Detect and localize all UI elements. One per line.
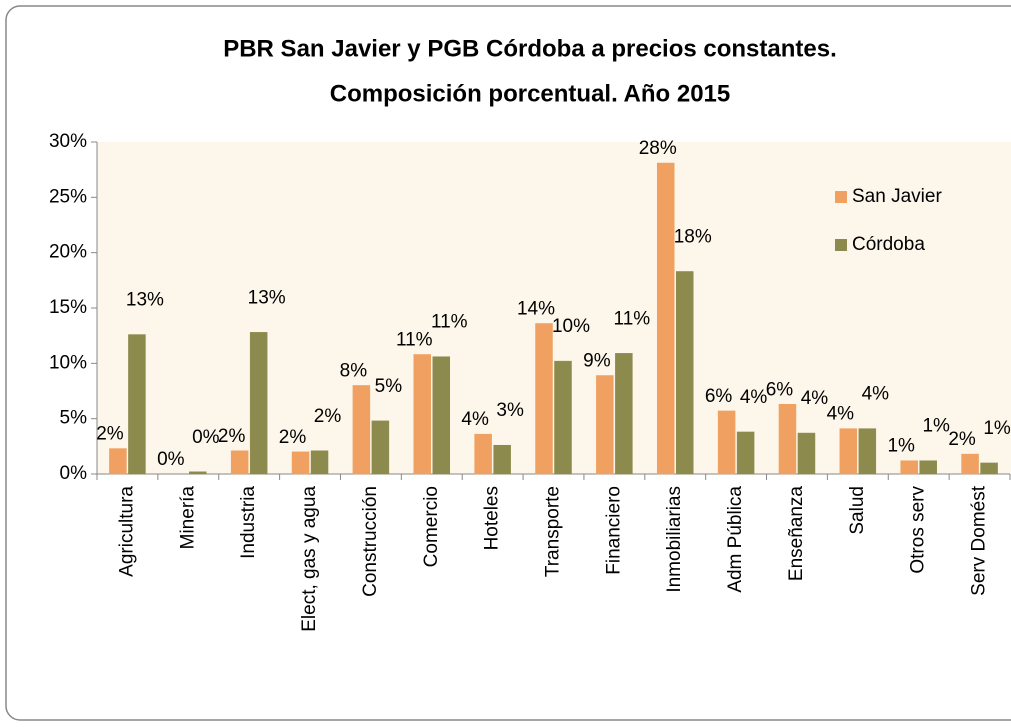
x-tick-label: Industria	[238, 486, 259, 559]
y-tick-label: 30%	[49, 131, 87, 152]
legend-swatch	[835, 191, 847, 203]
x-tick-label: Serv Domést	[969, 485, 990, 596]
bar	[919, 460, 937, 475]
y-tick-label: 20%	[49, 242, 87, 263]
x-tick-label: Enseñanza	[786, 486, 807, 582]
value-label: 13%	[248, 287, 286, 308]
bar	[230, 450, 249, 475]
value-label: 11%	[396, 329, 433, 350]
value-label: 0%	[192, 427, 220, 448]
x-tick-label: Otros serv	[908, 486, 929, 574]
bar	[109, 448, 127, 475]
x-tick-label: Elect, gas y agua	[299, 486, 320, 632]
value-label: 2%	[279, 427, 307, 448]
bar	[189, 471, 207, 475]
value-label: 14%	[517, 299, 555, 320]
bar	[371, 420, 390, 475]
bar	[413, 354, 432, 475]
bar	[980, 462, 998, 475]
value-label: 13%	[126, 290, 164, 311]
y-tick-label: 15%	[49, 297, 87, 318]
bar	[596, 375, 614, 475]
value-label: 4%	[461, 409, 489, 430]
value-label: 4%	[862, 384, 890, 405]
chart-title: PBR San Javier y PGB Córdoba a precios c…	[223, 35, 837, 62]
y-tick-label: 25%	[49, 186, 87, 207]
bar	[615, 353, 633, 475]
x-tick-label: Agricultura	[116, 486, 137, 577]
bar	[310, 450, 329, 475]
value-label: 1%	[887, 436, 915, 457]
plot-area	[97, 142, 1011, 474]
x-tick-label: Minería	[177, 486, 198, 550]
bar	[352, 385, 371, 475]
bar	[839, 428, 858, 475]
legend-label: San Javier	[852, 186, 942, 207]
x-tick-label: Inmobiliarias	[664, 486, 685, 593]
y-tick-label: 10%	[49, 352, 87, 373]
value-label: 9%	[583, 351, 611, 372]
x-tick-label: Construcción	[360, 486, 381, 597]
value-label: 2%	[948, 429, 976, 450]
value-label: 2%	[314, 406, 342, 427]
value-label: 8%	[340, 360, 368, 381]
x-tick-label: Comercio	[421, 486, 442, 567]
value-label: 4%	[740, 387, 768, 408]
value-label: 10%	[552, 316, 590, 337]
y-tick-label: 0%	[60, 463, 88, 484]
value-label: 28%	[639, 138, 677, 159]
bar	[656, 162, 675, 475]
value-label: 11%	[431, 312, 468, 333]
bar	[717, 410, 736, 475]
bar	[493, 444, 511, 475]
bar	[554, 360, 572, 475]
value-label: 6%	[766, 379, 794, 400]
value-label: 0%	[157, 449, 185, 470]
value-label: 3%	[496, 400, 524, 421]
bar	[778, 404, 797, 475]
chart-subtitle: Composición porcentual. Año 2015	[330, 80, 731, 107]
bar	[128, 334, 146, 475]
legend-label: Córdoba	[852, 234, 925, 255]
bar	[675, 271, 694, 475]
value-label: 2%	[96, 424, 124, 445]
x-tick-label: Financiero	[603, 486, 624, 575]
bar	[291, 451, 310, 475]
value-label: 5%	[375, 376, 403, 397]
value-label: 1%	[983, 418, 1011, 439]
x-tick-label: Transporte	[543, 486, 564, 577]
value-label: 1%	[922, 416, 950, 437]
bar	[736, 431, 755, 475]
bar	[961, 453, 979, 475]
x-tick-label: Salud	[847, 486, 868, 535]
value-label: 18%	[674, 226, 712, 247]
x-tick-label: Adm Pública	[725, 486, 746, 593]
bar	[900, 460, 918, 475]
value-label: 4%	[801, 388, 829, 409]
x-tick-label: Hoteles	[482, 486, 503, 550]
legend-swatch	[835, 239, 847, 251]
bar	[535, 323, 553, 475]
value-label: 2%	[218, 426, 246, 447]
value-label: 4%	[827, 404, 855, 425]
value-label: 11%	[614, 308, 651, 329]
bar	[249, 332, 268, 475]
y-tick-label: 5%	[60, 408, 88, 429]
bar	[432, 356, 451, 475]
bar	[474, 433, 492, 475]
bar	[797, 432, 816, 475]
bar	[858, 428, 877, 475]
value-label: 6%	[705, 386, 733, 407]
